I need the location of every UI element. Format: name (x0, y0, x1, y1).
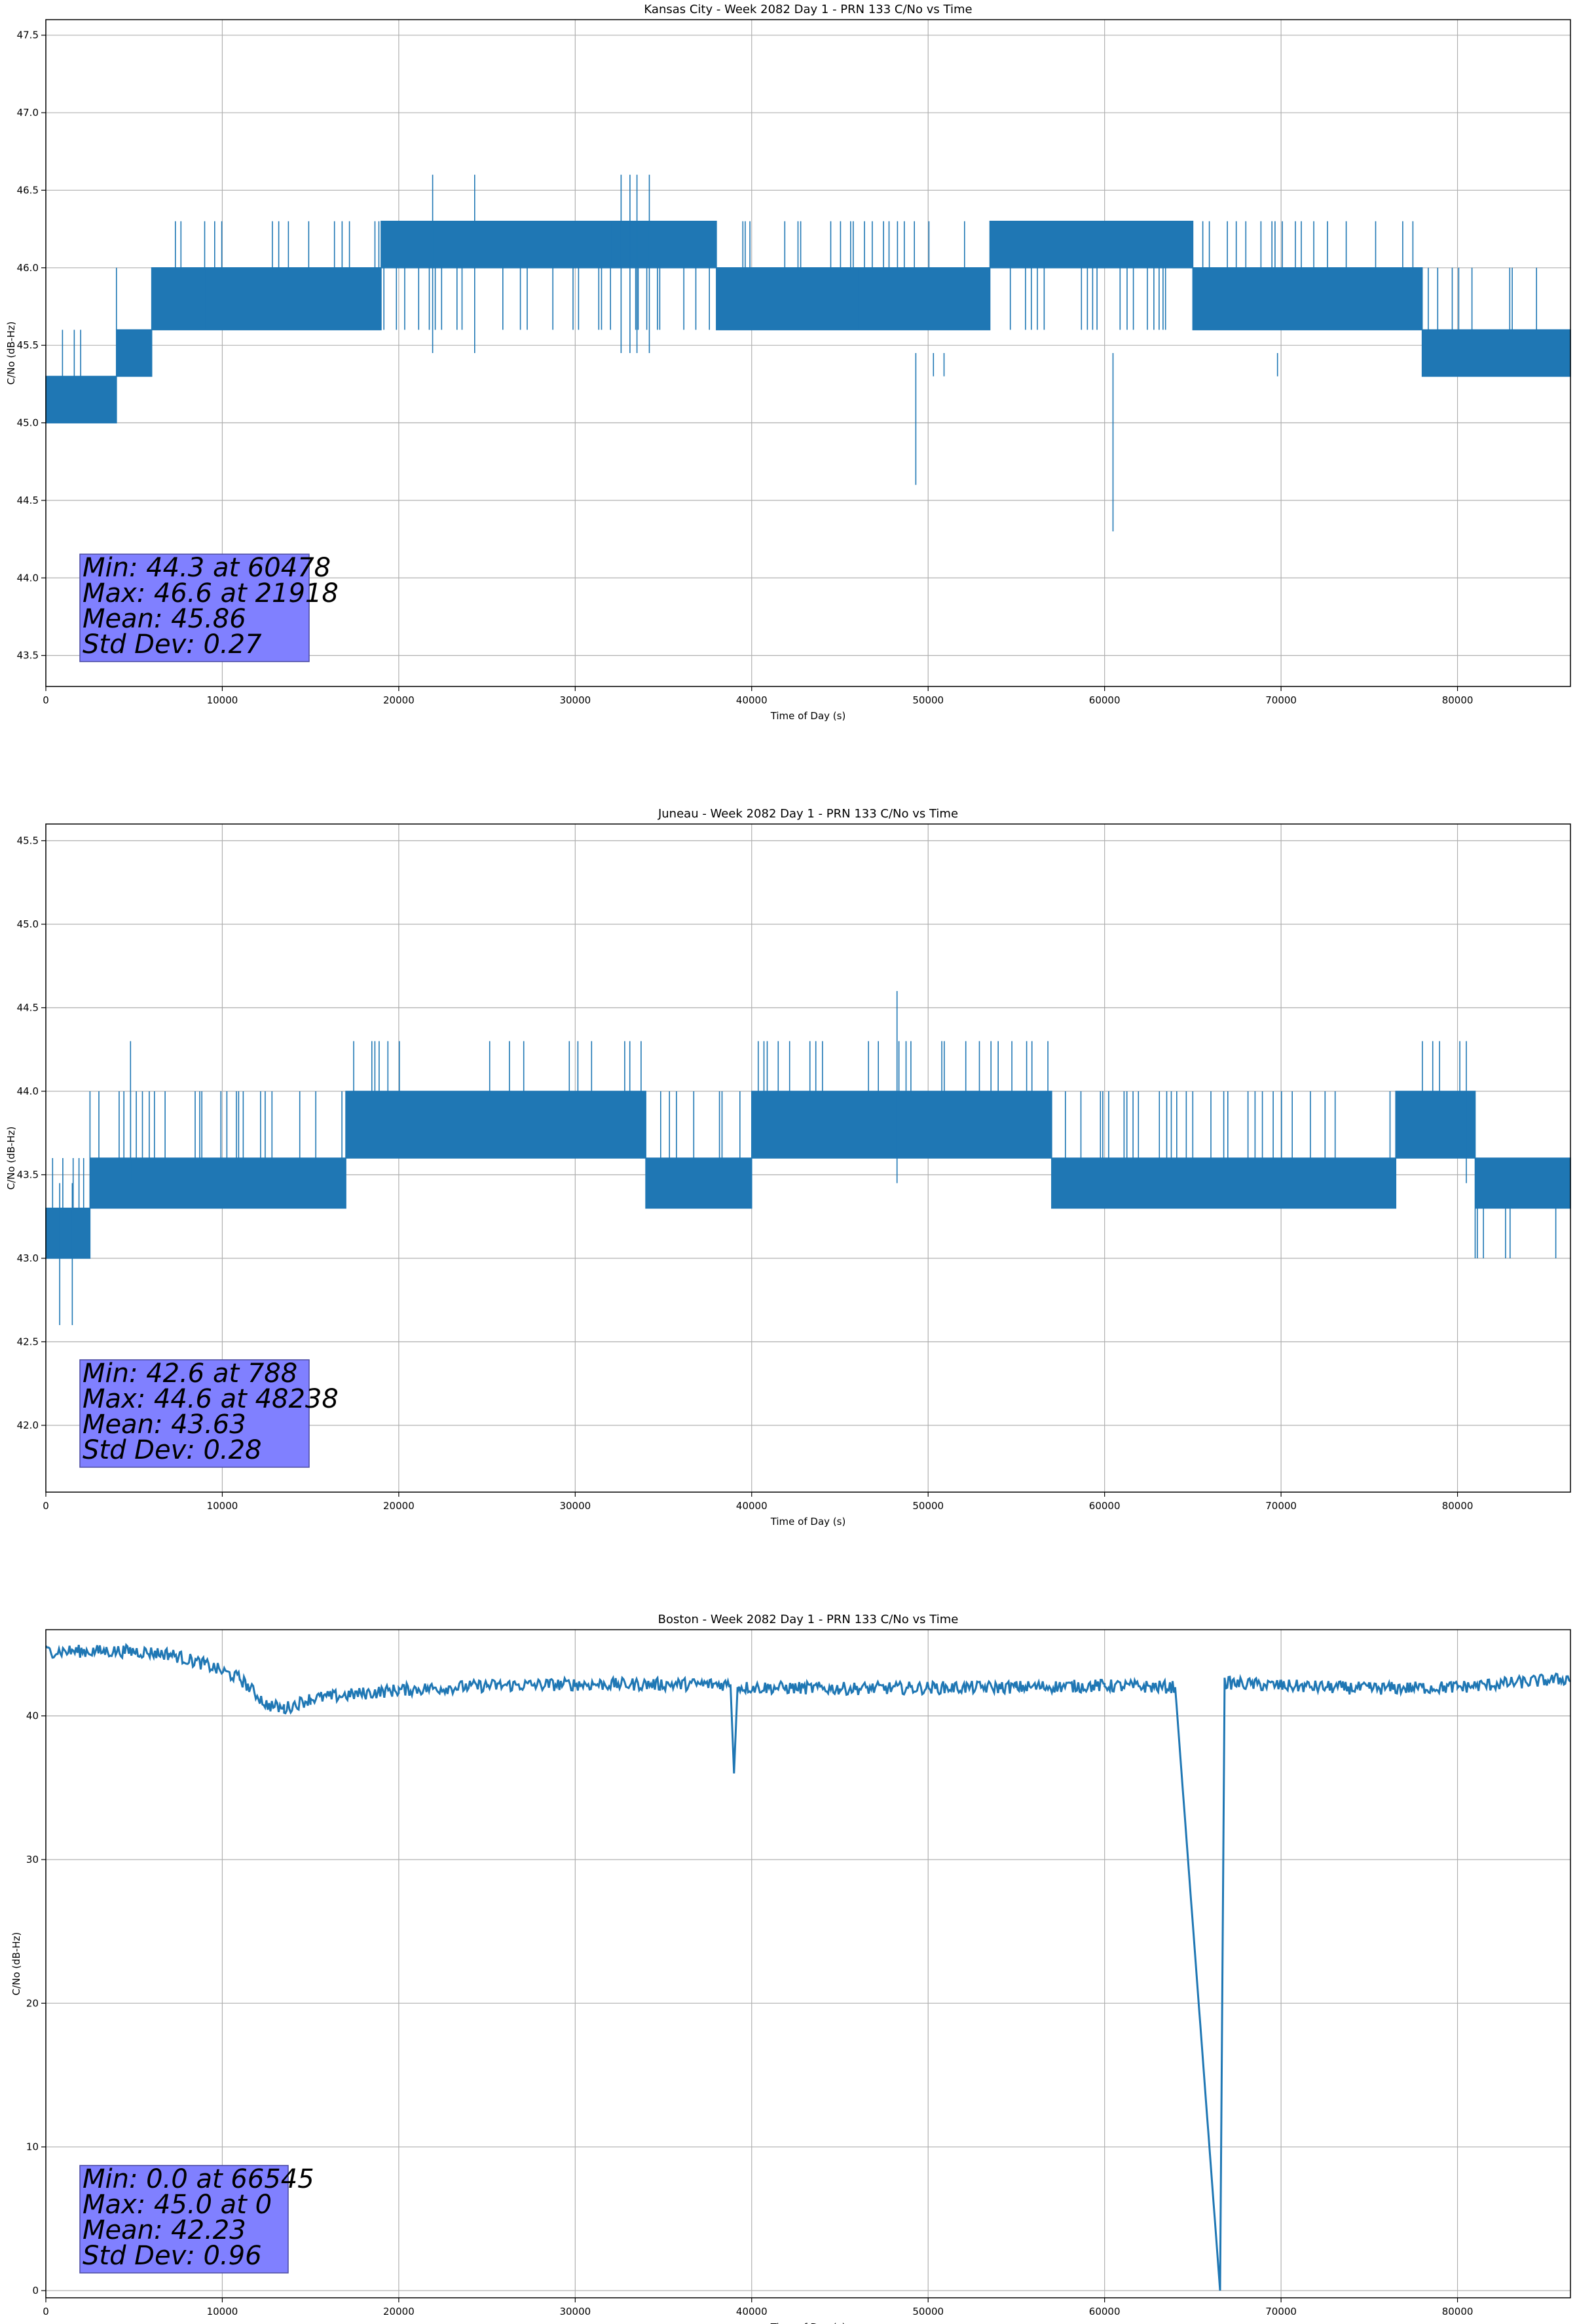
x-tick-label: 20000 (383, 1500, 415, 1512)
stats-box-background (79, 2165, 289, 2274)
x-tick-label: 40000 (736, 2306, 768, 2317)
x-tick-label: 10000 (207, 1500, 238, 1512)
y-tick-label: 45.0 (17, 417, 39, 429)
x-tick-label: 0 (43, 1500, 49, 1512)
stats-line: Mean: 43.63 (83, 1410, 246, 1440)
y-tick-label: 45.5 (17, 835, 39, 847)
stats-line: Std Dev: 0.28 (83, 1435, 262, 1465)
y-tick-label: 30 (26, 1854, 39, 1865)
x-axis-label: Time of Day (s) (770, 2321, 846, 2324)
x-tick-label: 20000 (383, 2306, 415, 2317)
y-tick-label: 42.5 (17, 1336, 39, 1348)
y-tick-label: 40 (26, 1710, 39, 1722)
y-axis-label: C/No (dB-Hz) (5, 322, 17, 385)
x-tick-label: 30000 (559, 694, 591, 706)
stats-line: Max: 46.6 at 21918 (83, 578, 339, 609)
chart-panel-1: 0 10000 20000 30000 40000 50000 60000 70000 8000… (5, 807, 1571, 1527)
x-tick-label: 30000 (559, 1500, 591, 1512)
y-tick-label: 43.5 (17, 650, 39, 662)
y-tick-label: 46.5 (17, 184, 39, 196)
x-tick-label: 10000 (207, 694, 238, 706)
x-tick-label: 20000 (383, 694, 415, 706)
y-axis-label: C/No (dB-Hz) (10, 1932, 22, 1996)
stats-line: Std Dev: 0.27 (83, 629, 262, 660)
y-tick-label: 47.0 (17, 107, 39, 119)
x-tick-label: 0 (43, 694, 49, 706)
y-tick-label: 47.5 (17, 29, 39, 41)
stats-line: Min: 44.3 at 60478 (83, 553, 331, 583)
axes-frame (45, 19, 1571, 687)
x-axis-label: Time of Day (s) (770, 710, 846, 722)
x-tick-label: 80000 (1442, 694, 1474, 706)
y-tick-label: 46.0 (17, 262, 39, 274)
y-tick-label: 0 (32, 2285, 39, 2296)
x-tick-label: 70000 (1265, 1500, 1297, 1512)
x-tick-label: 30000 (559, 2306, 591, 2317)
x-tick-label: 70000 (1265, 2306, 1297, 2317)
chart-title: Juneau - Week 2082 Day 1 - PRN 133 C/No … (658, 807, 958, 821)
chart-panel-0: 0 10000 20000 30000 40000 50000 60000 70000 8000… (5, 3, 1571, 722)
x-tick-label: 80000 (1442, 2306, 1474, 2317)
y-tick-label: 43.5 (17, 1169, 39, 1181)
axes-frame (45, 823, 1571, 1493)
y-tick-label: 44.0 (17, 1085, 39, 1097)
y-tick-label: 42.0 (17, 1419, 39, 1431)
x-tick-label: 50000 (912, 2306, 944, 2317)
x-tick-label: 80000 (1442, 1500, 1474, 1512)
y-axis-label: C/No (dB-Hz) (5, 1127, 17, 1190)
x-tick-label: 50000 (912, 694, 944, 706)
stats-line: Std Dev: 0.96 (83, 2241, 262, 2271)
y-tick-label: 44.5 (17, 495, 39, 506)
series-trace (45, 991, 1571, 1325)
x-tick-label: 40000 (736, 1500, 768, 1512)
x-tick-label: 60000 (1089, 1500, 1121, 1512)
gridlines (45, 1630, 1570, 2298)
x-axis-label: Time of Day (s) (770, 1516, 846, 1527)
stats-line: Min: 0.0 at 66545 (83, 2164, 314, 2194)
series-trace (45, 174, 1571, 532)
axes-frame (45, 1629, 1571, 2298)
series-trace (45, 1643, 1572, 2291)
stats-line: Mean: 45.86 (83, 604, 246, 634)
x-tick-label: 60000 (1089, 2306, 1121, 2317)
x-tick-label: 0 (43, 2306, 49, 2317)
stats-line: Min: 42.6 at 788 (83, 1359, 297, 1389)
stats-line: Max: 44.6 at 48238 (83, 1384, 339, 1414)
y-tick-label: 20 (26, 1997, 39, 2009)
chart-title: Boston - Week 2082 Day 1 - PRN 133 C/No … (658, 1613, 959, 1626)
y-tick-label: 44.5 (17, 1002, 39, 1014)
x-tick-label: 40000 (736, 694, 768, 706)
y-tick-label: 44.0 (17, 572, 39, 584)
y-tick-label: 43.0 (17, 1252, 39, 1264)
y-tick-label: 10 (26, 2141, 39, 2153)
chart-panel-2: 0 10000 20000 30000 40000 50000 60000 70000 8000… (10, 1613, 1572, 2324)
chart-title: Kansas City - Week 2082 Day 1 - PRN 133 … (644, 3, 972, 16)
stats-line: Max: 45.0 at 0 (83, 2190, 272, 2220)
y-tick-label: 45.0 (17, 918, 39, 930)
y-tick-label: 45.5 (17, 339, 39, 351)
stats-line: Mean: 42.23 (83, 2215, 246, 2245)
x-tick-label: 60000 (1089, 694, 1121, 706)
x-tick-label: 10000 (207, 2306, 238, 2317)
x-tick-label: 70000 (1265, 694, 1297, 706)
stats-box-background (79, 1359, 310, 1468)
x-tick-label: 50000 (912, 1500, 944, 1512)
stats-box-background (79, 553, 310, 662)
